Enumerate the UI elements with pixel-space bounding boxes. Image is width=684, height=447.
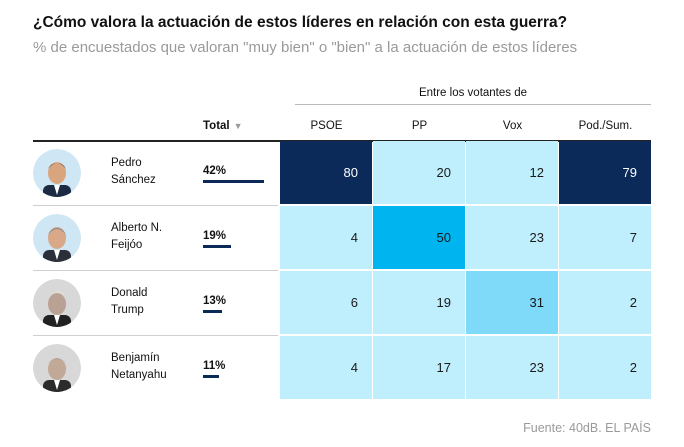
leader-first-name: Alberto N. [111,222,163,234]
avatar [33,149,81,197]
leader-name: Donald Trump [111,285,211,319]
sort-down-icon[interactable]: ▼ [233,121,243,131]
group-label: Entre los votantes de [418,87,528,99]
column-header-pp[interactable]: PP [411,120,428,132]
value-cell: 31 [466,271,558,334]
value-cell: 17 [373,336,465,399]
leader-name: Benjamín Netanyahu [111,350,211,384]
value-cell: 2 [559,336,651,399]
value-cell: 12 [466,141,558,204]
leader-last-name: Netanyahu [111,369,167,381]
total-bar [203,180,264,183]
column-header-total[interactable]: Total ▼ [203,120,243,132]
value-cell: 2 [559,271,651,334]
avatar [33,279,81,327]
total-percent-label: 11% [203,360,226,372]
row-divider [33,205,278,206]
value-cell: 4 [280,336,372,399]
total-percent-label: 13% [203,295,227,307]
value-cell: 4 [280,206,372,269]
total-header-label: Total [203,120,230,132]
table-row: Benjamín Netanyahu 11% 4 17 23 2 [33,336,651,400]
leader-portrait-icon [33,149,81,197]
value-cell: 6 [280,271,372,334]
value-cell: 19 [373,271,465,334]
value-cell: 7 [559,206,651,269]
total-percent-label: 19% [203,230,227,242]
value-cell: 79 [559,141,651,204]
value-cell: 50 [373,206,465,269]
leader-last-name: Feijóo [111,239,143,251]
leader-last-name: Trump [111,304,144,316]
row-divider [33,335,278,336]
source-note: Fuente: 40dB. EL PAÍS [523,421,651,435]
value-cell: 23 [466,336,558,399]
leader-first-name: Donald [111,287,148,299]
total-percent-label: 42% [203,165,227,177]
chart-subtitle: % de encuestados que valoran "muy bien" … [33,39,578,56]
group-divider [295,104,651,105]
leader-portrait-icon [33,344,81,392]
table-row: Pedro Sánchez 42% 80 20 12 79 [33,141,651,205]
leader-first-name: Pedro [111,157,142,169]
header-divider [33,140,651,142]
value-cell: 80 [280,141,372,204]
leader-portrait-icon [33,214,81,262]
table-row: Donald Trump 13% 6 19 31 2 [33,271,651,335]
row-divider [33,270,278,271]
total-bar [203,375,219,378]
column-header-vox[interactable]: Vox [502,120,523,132]
value-cell: 23 [466,206,558,269]
leader-name: Pedro Sánchez [111,155,211,189]
table-row: Alberto N. Feijóo 19% 4 50 23 7 [33,206,651,270]
leader-name: Alberto N. Feijóo [111,220,211,254]
total-bar [203,245,231,248]
leader-last-name: Sánchez [111,174,156,186]
column-header-psoe[interactable]: PSOE [310,120,343,132]
chart-title: ¿Cómo valora la actuación de estos líder… [33,14,568,31]
column-header-podsum[interactable]: Pod./Sum. [578,120,633,132]
avatar [33,344,81,392]
value-cell: 20 [373,141,465,204]
leader-portrait-icon [33,279,81,327]
total-bar [203,310,222,313]
leader-first-name: Benjamín [111,352,160,364]
avatar [33,214,81,262]
